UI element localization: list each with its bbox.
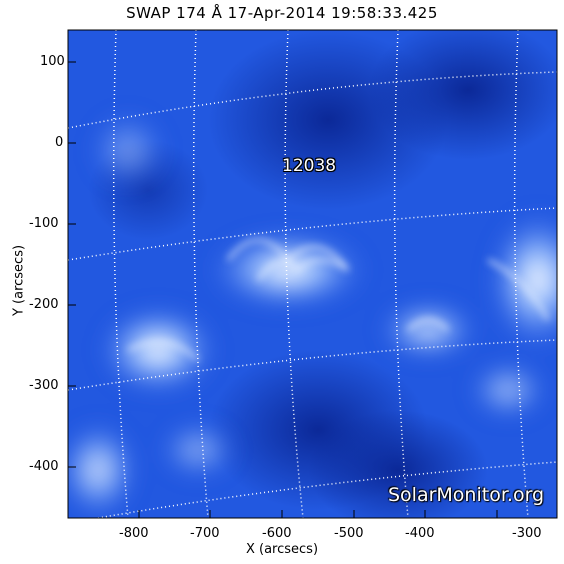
y-axis-label: Y (arcsecs)	[11, 244, 27, 317]
x-tick-label: -600	[262, 526, 292, 541]
y-tick-label: -100	[29, 216, 59, 231]
x-tick-label: -300	[512, 526, 542, 541]
image-title: SWAP 174 Å 17-Apr-2014 19:58:33.425	[126, 4, 438, 22]
y-tick-label: -200	[29, 297, 59, 312]
y-tick-label: 0	[55, 135, 64, 150]
y-tick-label: 100	[40, 54, 65, 69]
solar-image-panel: 12038 SolarMonitor.org	[58, 20, 564, 530]
active-region-label: 12038	[282, 156, 337, 176]
watermark: SolarMonitor.org	[388, 484, 545, 506]
y-tick-label: -300	[29, 378, 59, 393]
heliographic-grid	[67, 29, 558, 519]
x-axis-label: X (arcsecs)	[245, 542, 319, 557]
y-ticks	[68, 61, 76, 468]
y-tick-label: -400	[29, 459, 59, 474]
coronal-brightening	[58, 110, 564, 520]
x-tick-label: -500	[334, 526, 364, 541]
solar-image	[58, 20, 564, 530]
x-tick-label: -400	[405, 526, 435, 541]
x-ticks	[138, 510, 498, 518]
x-tick-label: -800	[119, 526, 149, 541]
coronal-loops	[127, 238, 550, 362]
x-tick-label: -700	[190, 526, 220, 541]
